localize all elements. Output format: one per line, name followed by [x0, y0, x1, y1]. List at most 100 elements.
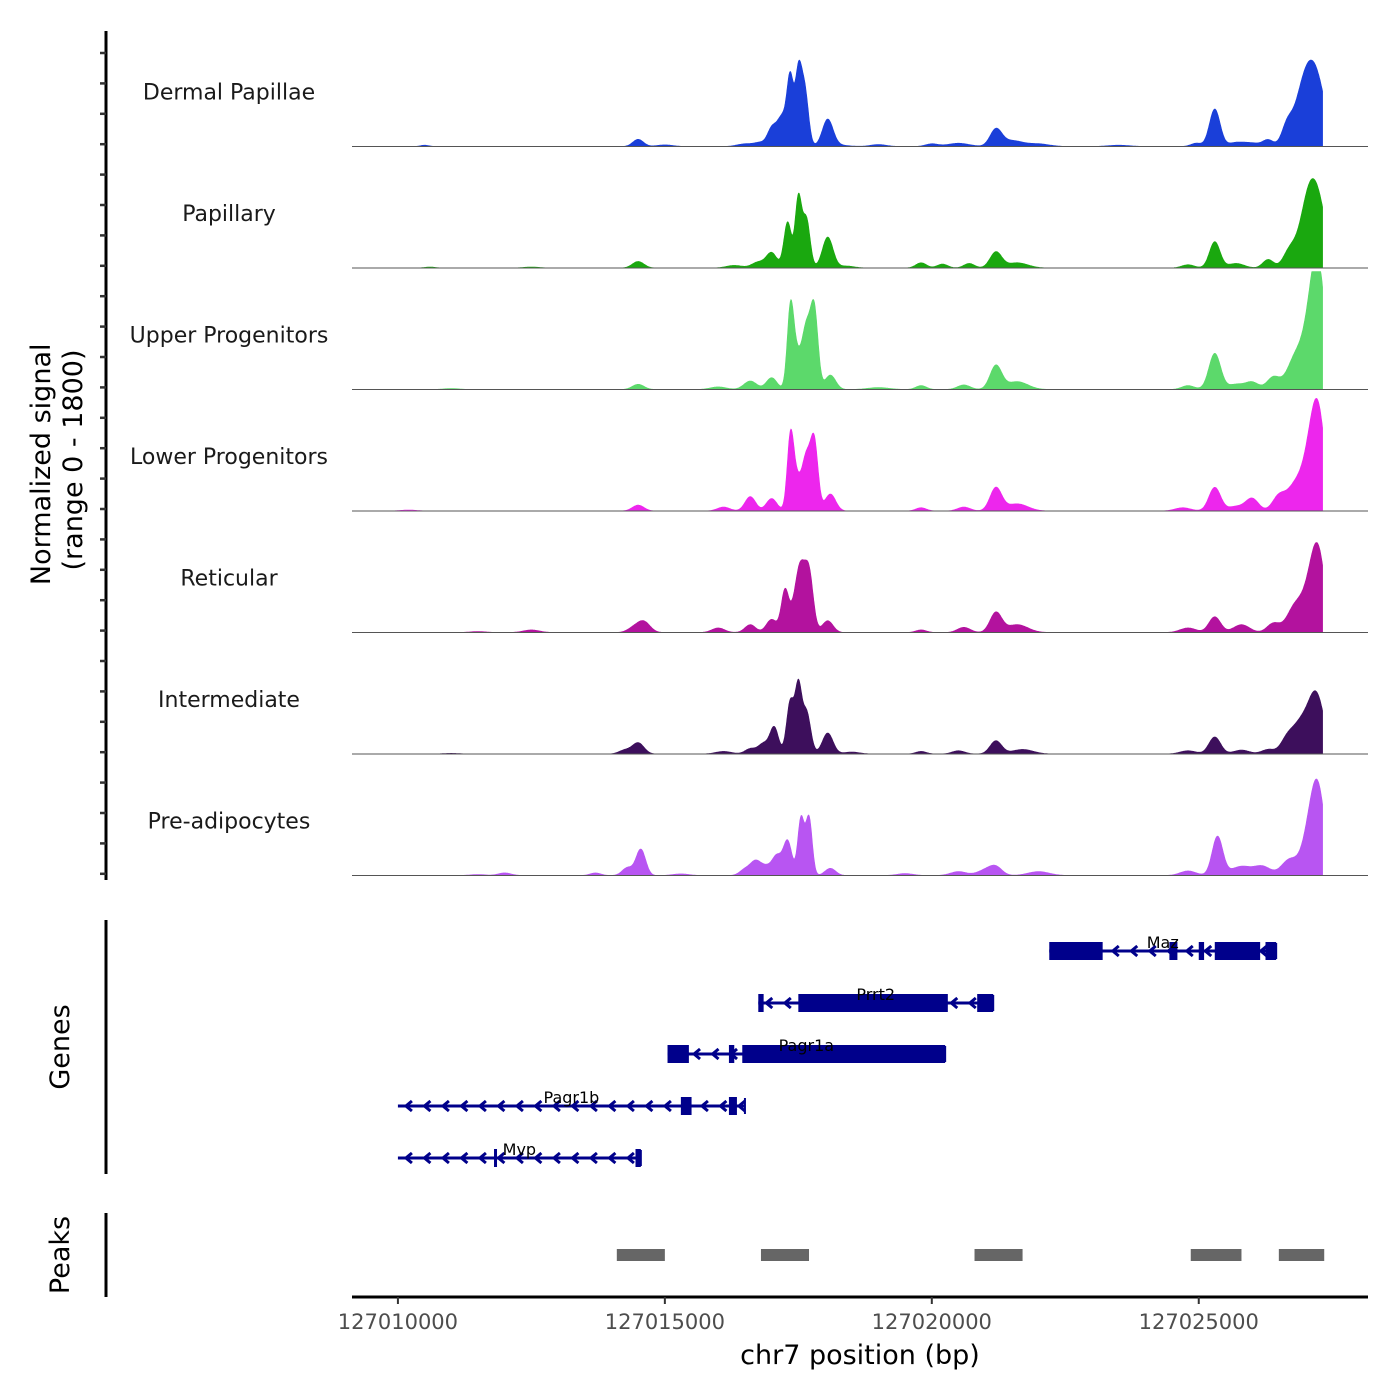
- strand-arrow: [625, 1099, 635, 1113]
- strand-arrow: [403, 1151, 413, 1165]
- x-tick-label: 127025000: [1139, 1310, 1259, 1334]
- gene-pagr1b: Pagr1b: [397, 1088, 746, 1115]
- signal-area: [352, 271, 1323, 390]
- exon: [635, 1149, 641, 1167]
- peak-region: [1190, 1249, 1242, 1261]
- signal-tracks: Dermal Papillae Papillary Upper Progenitor…: [130, 59, 1368, 876]
- track-papillary: Papillary: [182, 178, 1368, 269]
- gene-label: Maz: [1147, 933, 1179, 952]
- peak-track: [616, 1249, 1325, 1261]
- strand-arrow: [403, 1099, 413, 1113]
- track-intermediate: Intermediate: [158, 678, 1368, 755]
- exon: [1169, 942, 1178, 960]
- strand-arrow: [496, 1151, 506, 1165]
- exon: [1049, 942, 1103, 960]
- track-label: Dermal Papillae: [143, 81, 315, 106]
- strand-arrow: [588, 1151, 598, 1165]
- strand-arrow: [607, 1151, 617, 1165]
- x-tick-label: 127015000: [605, 1310, 725, 1334]
- gene-label: Mvp: [503, 1140, 536, 1159]
- strand-arrow: [514, 1099, 524, 1113]
- track-upper-progenitors: Upper Progenitors: [130, 271, 1368, 390]
- strand-arrow: [551, 1099, 561, 1113]
- signal-y-axis-title: Normalized signal (range 0 - 1800): [26, 335, 89, 585]
- gene-label: Pagr1a: [779, 1036, 834, 1055]
- strand-arrow: [459, 1099, 469, 1113]
- genes-panel-label: Genes: [45, 1004, 76, 1089]
- signal-area: [352, 778, 1323, 876]
- track-dermal-papillae: Dermal Papillae: [143, 59, 1368, 147]
- strand-arrow: [533, 1099, 543, 1113]
- peak-region: [1278, 1249, 1325, 1261]
- strand-arrow: [607, 1099, 617, 1113]
- track-label: Upper Progenitors: [130, 324, 329, 349]
- signal-area: [352, 397, 1323, 512]
- peaks-panel-label: Peaks: [45, 1216, 76, 1294]
- track-lower-progenitors: Lower Progenitors: [130, 397, 1368, 512]
- strand-arrow: [782, 996, 792, 1010]
- exon: [742, 1045, 946, 1063]
- strand-arrow: [588, 1099, 598, 1113]
- strand-arrow: [440, 1099, 450, 1113]
- strand-arrow: [440, 1151, 450, 1165]
- strand-arrow: [551, 1151, 561, 1165]
- strand-arrow: [699, 1099, 709, 1113]
- track-label: Reticular: [180, 567, 278, 592]
- strand-arrow: [570, 1099, 580, 1113]
- strand-arrow: [533, 1151, 543, 1165]
- strand-arrow: [514, 1151, 524, 1165]
- strand-arrow: [570, 1151, 580, 1165]
- exon: [798, 994, 948, 1012]
- peak-region: [974, 1249, 1023, 1261]
- gene-maz: Maz: [1049, 933, 1278, 960]
- track-label: Papillary: [182, 202, 276, 227]
- strand-arrow: [1184, 944, 1194, 958]
- x-axis-ticks: 127010000 127015000 127020000 127025000: [338, 1297, 1259, 1334]
- strand-arrow: [691, 1047, 701, 1061]
- exon: [680, 1097, 692, 1115]
- strand-arrow: [736, 1099, 746, 1113]
- strand-arrow: [625, 1151, 635, 1165]
- exon: [758, 994, 764, 1012]
- strand-arrow: [1258, 944, 1268, 958]
- exon: [977, 994, 994, 1012]
- strand-arrow: [477, 1099, 487, 1113]
- strand-arrow: [1128, 944, 1139, 958]
- signal-y-axis-title-line2: (range 0 - 1800): [58, 350, 89, 571]
- x-tick-label: 127010000: [338, 1310, 458, 1334]
- strand-arrow: [948, 996, 959, 1010]
- gene-label: Prrt2: [856, 985, 895, 1004]
- strand-arrow: [967, 996, 977, 1010]
- strand-arrow: [496, 1099, 506, 1113]
- track-label: Intermediate: [158, 688, 300, 713]
- x-tick-label: 127020000: [872, 1310, 992, 1334]
- strand-arrow: [459, 1151, 469, 1165]
- gene-pagr1a: Pagr1a: [667, 1036, 947, 1063]
- peak-region: [760, 1249, 810, 1261]
- exon: [1265, 942, 1277, 960]
- exon: [667, 1045, 689, 1063]
- exon: [1198, 942, 1205, 960]
- strand-arrow: [710, 1047, 720, 1061]
- strand-arrow: [763, 996, 774, 1010]
- gene-track: Maz Prrt2 Pagr1a Pagr1b Mvp: [397, 933, 1278, 1167]
- exon: [494, 1149, 498, 1167]
- strand-arrow: [718, 1099, 728, 1113]
- gene-mvp: Mvp: [397, 1140, 642, 1167]
- strand-arrow: [1202, 944, 1213, 958]
- gene-label: Pagr1b: [544, 1088, 600, 1107]
- strand-arrow: [422, 1099, 432, 1113]
- strand-arrow: [422, 1151, 432, 1165]
- strand-arrow: [644, 1099, 654, 1113]
- gene-prrt2: Prrt2: [758, 985, 995, 1012]
- peak-region: [616, 1249, 665, 1261]
- track-label: Lower Progenitors: [130, 445, 328, 470]
- signal-area: [352, 678, 1323, 755]
- track-reticular: Reticular: [180, 542, 1368, 633]
- exon: [728, 1045, 735, 1063]
- strand-arrow: [477, 1151, 487, 1165]
- track-pre-adipocytes: Pre-adipocytes: [148, 778, 1368, 876]
- x-axis-title: chr7 position (bp): [740, 1340, 980, 1371]
- signal-area: [352, 178, 1323, 269]
